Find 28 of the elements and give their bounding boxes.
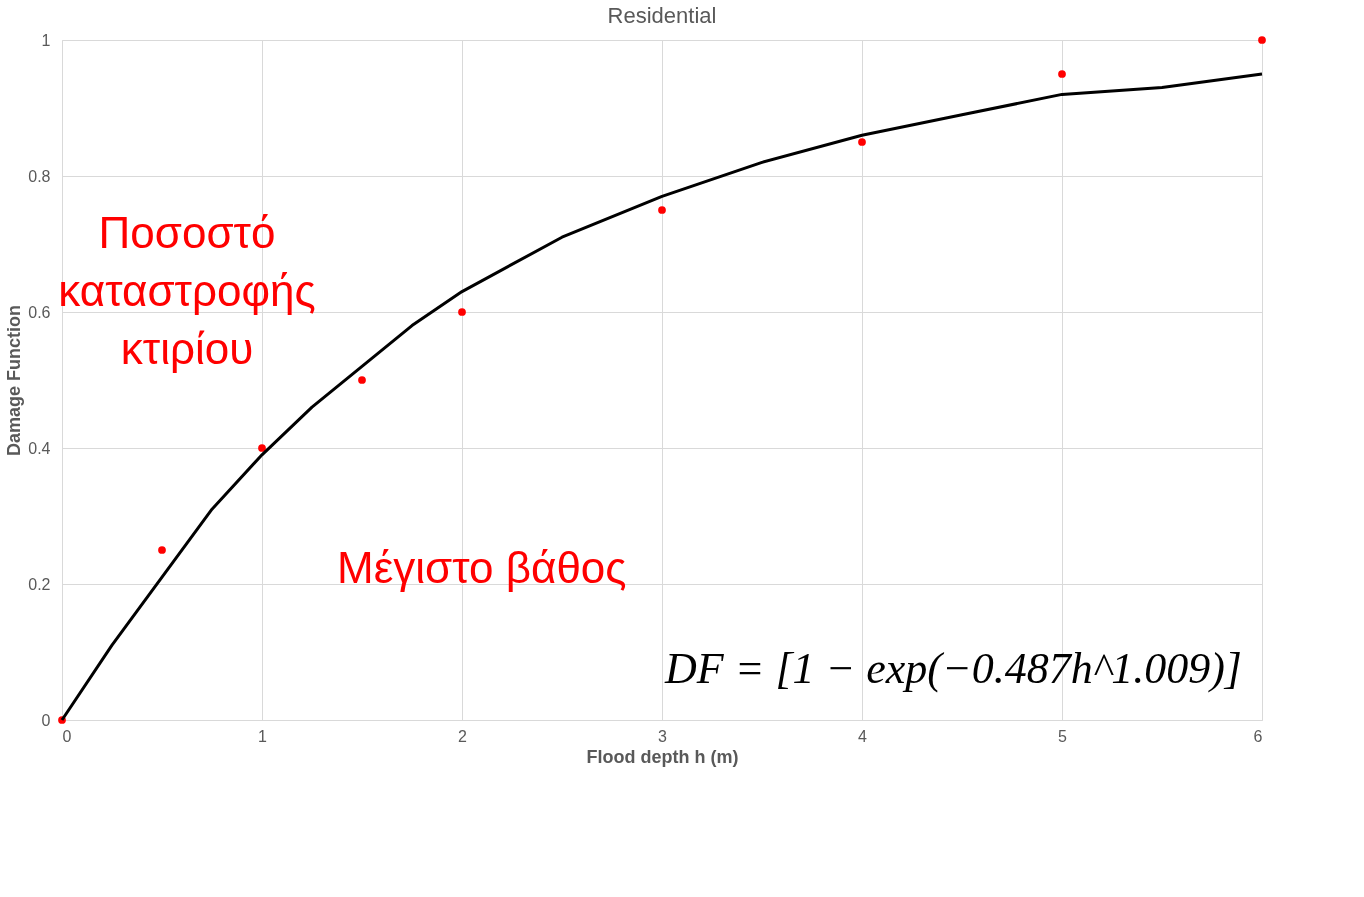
y-tick-label: 0.4 (28, 439, 51, 457)
y-axis-title: Damage Function (4, 304, 25, 457)
y-tick-label: 0 (41, 711, 51, 729)
point (1258, 36, 1266, 44)
annotation: DF = [1 − exp(−0.487h^1.009)] (664, 644, 1242, 693)
line-series (60, 72, 1264, 722)
x-tick-label: 3 (658, 727, 668, 745)
point (858, 138, 866, 146)
x-tick-label: 0 (62, 727, 72, 745)
x-tick-label: 6 (1253, 727, 1263, 745)
x-tick-label: 1 (258, 727, 268, 745)
x-tick-label: 2 (458, 727, 468, 745)
annotation: Ποσοστό καταστροφής κτιρίου (58, 208, 316, 374)
chart-title: Residential (607, 3, 717, 28)
y-tick-label: 0.6 (28, 303, 51, 321)
x-tick-label: 4 (858, 727, 868, 745)
y-tick-label: 0.8 (28, 167, 51, 185)
point (158, 546, 166, 554)
point (358, 376, 366, 384)
y-tick-label: 0.2 (28, 575, 51, 593)
x-axis-title: Flood depth h (m) (586, 746, 739, 767)
x-tick-label: 5 (1058, 727, 1068, 745)
y-tick-label: 1 (41, 31, 51, 49)
point (1058, 70, 1066, 78)
point (258, 444, 266, 452)
point (458, 308, 466, 316)
annotation: Μέγιστο βάθος (337, 543, 627, 593)
point (658, 206, 666, 214)
